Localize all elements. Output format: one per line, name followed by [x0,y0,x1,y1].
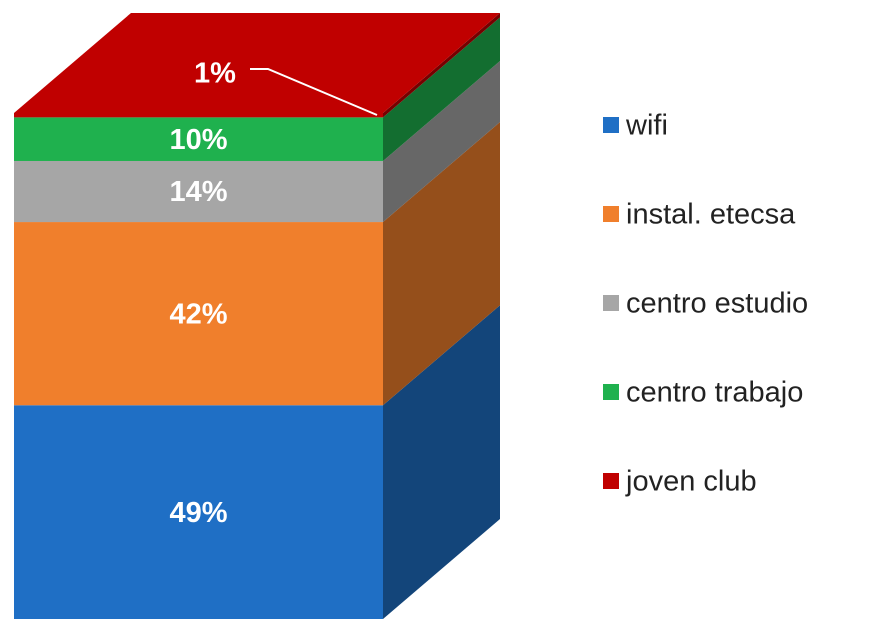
legend-swatch [603,473,619,489]
legend-label: wifi [625,110,668,142]
leader-line [250,68,378,116]
value-label: 49% [169,497,227,529]
bar [14,160,383,223]
value-label: 14% [169,176,227,208]
legend-label: instal. etecsa [626,199,796,231]
bar [14,117,383,161]
value-label: 10% [169,124,227,156]
legend-swatch [603,117,619,133]
legend-swatch [603,206,619,222]
bar-side [383,60,500,223]
bar-side [383,305,500,619]
bar [14,113,383,118]
value-label: 42% [169,298,227,330]
legend-swatch [603,295,619,311]
legend-label: joven club [625,466,757,498]
bar-side [383,17,500,161]
legend-label: centro estudio [626,288,808,320]
value-label: 1% [194,58,236,90]
bar [14,405,383,619]
legend-label: centro trabajo [626,377,803,409]
bar [14,222,383,406]
legend-swatch [603,384,619,400]
bar-top [14,13,500,113]
bar-side [383,13,500,118]
bar-side [383,122,500,406]
